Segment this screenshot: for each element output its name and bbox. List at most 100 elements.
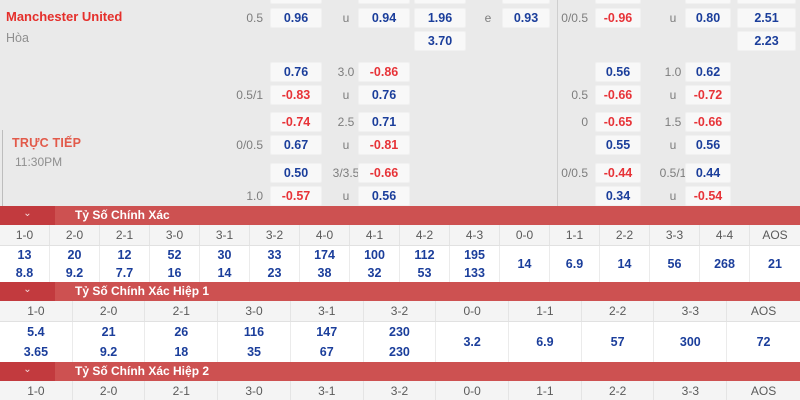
odds-value-box[interactable]: -0.66: [358, 163, 410, 183]
score-odds-cell[interactable]: 57: [582, 322, 655, 362]
score-odds-value: 6.9: [536, 335, 554, 349]
odds-value-box[interactable]: 0.44: [685, 163, 731, 183]
score-odds-cell[interactable]: 14: [600, 246, 650, 282]
score-odds-value: 57: [610, 335, 625, 349]
score-odds-value: 7.7: [115, 266, 134, 280]
score-odds-value: 3.2: [463, 335, 481, 349]
line-label: u: [669, 88, 677, 102]
odds-value-box[interactable]: -0.66: [685, 112, 731, 132]
odds-value-box[interactable]: -0.74: [270, 112, 322, 132]
odds-value-box[interactable]: -0.66: [595, 85, 641, 105]
odds-value-box[interactable]: -0.83: [270, 85, 322, 105]
odds-value-box[interactable]: 3.70: [414, 31, 466, 51]
line-label: e: [484, 11, 492, 25]
score-column-header: 2-2: [582, 381, 655, 400]
score-odds-cell[interactable]: 13 8.8: [0, 246, 50, 282]
odds-value-box[interactable]: -0.96: [595, 8, 641, 28]
score-odds-cell[interactable]: 21: [750, 246, 800, 282]
odds-value-box[interactable]: -0.86: [358, 62, 410, 82]
score-column-header: 3-0: [218, 381, 291, 400]
market-title: Tỷ Số Chính Xác Hiệp 1: [75, 284, 210, 298]
collapse-chevron-icon[interactable]: ⌄: [0, 362, 55, 381]
score-odds-cell[interactable]: 33 23: [250, 246, 300, 282]
home-team-name[interactable]: Manchester United: [6, 9, 123, 24]
score-column-header: 3-1: [291, 381, 364, 400]
score-column-header: 0-0: [436, 301, 510, 321]
score-odds-cell[interactable]: 72: [727, 322, 800, 362]
score-odds-cell[interactable]: 116 35: [218, 322, 291, 362]
odds-value-box[interactable]: -0.65: [595, 112, 641, 132]
odds-value-box[interactable]: 0.76: [270, 62, 322, 82]
score-odds-cell[interactable]: 20 9.2: [50, 246, 100, 282]
score-odds-value: 195: [464, 248, 485, 262]
odds-value-box[interactable]: 0.67: [270, 135, 322, 155]
score-odds-cell[interactable]: 26 18: [145, 322, 219, 362]
odds-value-box[interactable]: 2.23: [737, 31, 796, 51]
score-odds-cell[interactable]: 3.2: [436, 322, 510, 362]
odds-value-box[interactable]: 0.56: [358, 186, 410, 206]
score-odds-cell[interactable]: 147 67: [291, 322, 364, 362]
score-odds-cell[interactable]: 268: [700, 246, 750, 282]
odds-value-box[interactable]: 0.71: [358, 112, 410, 132]
score-odds-value: 100: [364, 248, 385, 262]
odds-value-box[interactable]: 0.34: [595, 186, 641, 206]
odds-value-box[interactable]: -0.44: [595, 163, 641, 183]
score-column-header: 3-2: [250, 225, 300, 245]
score-odds-cell[interactable]: 174 38: [300, 246, 350, 282]
score-odds-cell[interactable]: 56: [650, 246, 700, 282]
line-label: u: [669, 11, 677, 25]
odds-value-box[interactable]: 0.96: [270, 8, 322, 28]
odds-value-box[interactable]: 2.51: [737, 8, 796, 28]
odds-value-box[interactable]: 0.50: [270, 163, 322, 183]
odds-value-box[interactable]: -0.72: [685, 85, 731, 105]
score-odds-value: 116: [243, 325, 265, 339]
score-odds-cell[interactable]: 100 32: [350, 246, 400, 282]
line-label: u: [342, 138, 350, 152]
score-odds-cell[interactable]: 6.9: [550, 246, 600, 282]
market-title-bar: ⌄ Tỷ Số Chính Xác Hiệp 2: [0, 362, 800, 381]
score-odds-cell[interactable]: 195 133: [450, 246, 500, 282]
collapse-chevron-icon[interactable]: ⌄: [0, 282, 55, 301]
collapse-chevron-icon[interactable]: ⌄: [0, 206, 55, 225]
line-label: u: [669, 189, 677, 203]
odds-value-box[interactable]: 0.94: [358, 8, 410, 28]
odds-value-box[interactable]: 0.56: [595, 62, 641, 82]
score-odds-value: 112: [414, 248, 435, 262]
odds-value-box[interactable]: 0.55: [595, 135, 641, 155]
score-column-header: 4-1: [350, 225, 400, 245]
odds-value-box[interactable]: 1.96: [414, 8, 466, 28]
score-odds-value: 13: [17, 248, 32, 262]
score-odds-cell[interactable]: 6.9: [509, 322, 582, 362]
score-odds-cell[interactable]: 52 16: [150, 246, 200, 282]
match-time: 11:30PM: [15, 155, 63, 169]
score-odds-value: 14: [217, 266, 232, 280]
score-odds-cell[interactable]: 300: [654, 322, 728, 362]
score-odds-cell[interactable]: 5.4 3.65: [0, 322, 73, 362]
line-label: 3/3.5: [332, 166, 360, 180]
score-odds-value: 268: [714, 257, 735, 271]
odds-value-box[interactable]: -0.81: [358, 135, 410, 155]
score-odds-cell[interactable]: 112 53: [400, 246, 450, 282]
odds-value-box[interactable]: 0.62: [685, 62, 731, 82]
odds-value-box[interactable]: -0.57: [270, 186, 322, 206]
score-body-row: 5.4 3.65 21 9.2 26 18 116 35 147 67 230 230 3.2 6.9 57…: [0, 322, 800, 362]
odds-value-box[interactable]: 0.56: [685, 135, 731, 155]
odds-value-box[interactable]: 0.76: [358, 85, 410, 105]
score-odds-value: 21: [768, 257, 782, 271]
score-odds-cell[interactable]: 230 230: [364, 322, 437, 362]
score-odds-value: 16: [167, 266, 182, 280]
score-odds-cell[interactable]: 12 7.7: [100, 246, 150, 282]
score-odds-value: 9.2: [99, 345, 118, 359]
score-column-header: 2-2: [582, 301, 655, 321]
score-odds-value: 230: [389, 345, 410, 359]
score-odds-cell[interactable]: 14: [500, 246, 550, 282]
score-odds-value: 8.8: [15, 266, 34, 280]
score-odds-cell[interactable]: 21 9.2: [73, 322, 146, 362]
score-odds-cell[interactable]: 30 14: [200, 246, 250, 282]
line-label: 0.5/1: [659, 166, 687, 180]
live-label: TRỰC TIẾP: [12, 136, 82, 150]
odds-value-box-cutoff: [685, 0, 731, 4]
odds-value-box[interactable]: 0.93: [502, 8, 550, 28]
odds-value-box[interactable]: -0.54: [685, 186, 731, 206]
odds-value-box[interactable]: 0.80: [685, 8, 731, 28]
